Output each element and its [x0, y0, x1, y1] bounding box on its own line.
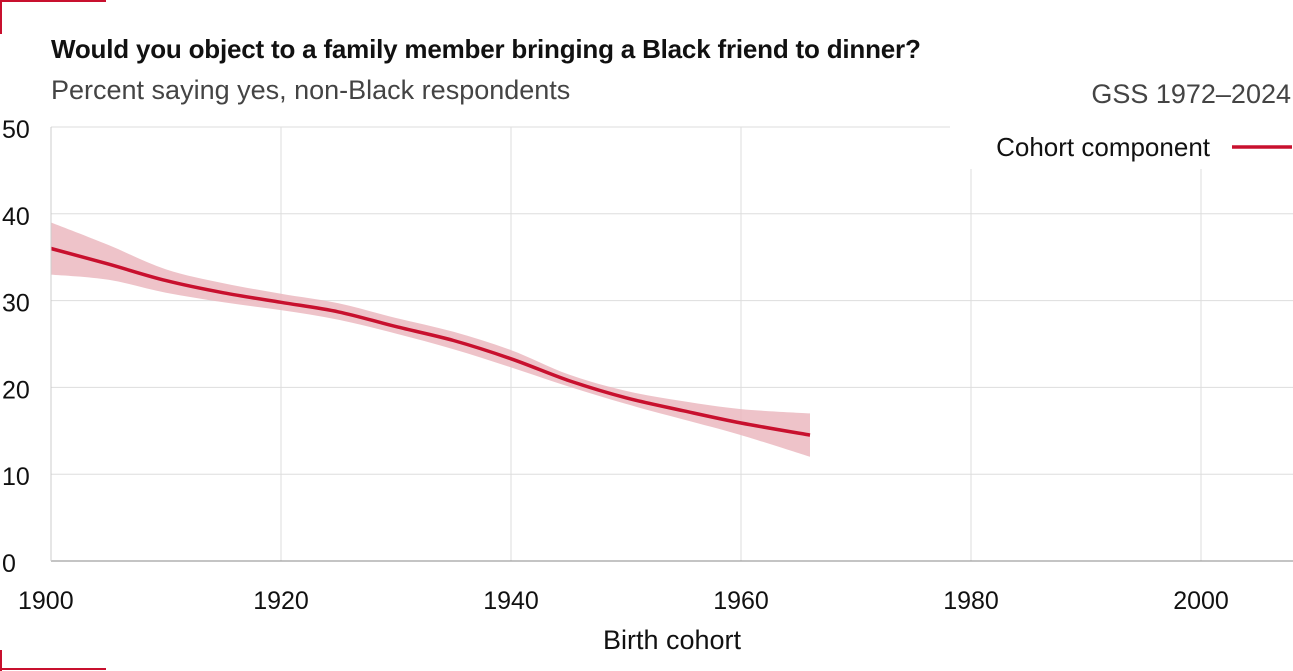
- y-tick-label-10: 10: [2, 463, 30, 491]
- x-tick-label-1920: 1920: [253, 587, 309, 615]
- series-line-0: [50, 246, 811, 437]
- source-note: GSS 1972–2024: [1091, 79, 1291, 109]
- x-axis-label: Birth cohort: [603, 625, 742, 655]
- corner-mark-bottom-horizontal: [0, 668, 106, 670]
- y-tick-label-40: 40: [2, 203, 30, 231]
- chart-subtitle: Percent saying yes, non-Black respondent…: [51, 75, 571, 105]
- confidence-bands: [51, 222, 810, 457]
- corner-mark-top-vertical: [0, 0, 2, 34]
- y-tick-label-50: 50: [2, 116, 30, 144]
- legend-label-0: Cohort component: [996, 132, 1211, 162]
- confidence-band-0: [51, 222, 810, 457]
- y-tick-label-20: 20: [2, 376, 30, 404]
- corner-mark-top-horizontal: [0, 0, 106, 2]
- x-tick-label-1980: 1980: [943, 587, 999, 615]
- x-tick-label-2000: 2000: [1173, 587, 1229, 615]
- y-tick-label-0: 0: [2, 550, 16, 578]
- x-tick-label-1900: 1900: [18, 587, 74, 615]
- series-lines: [50, 246, 811, 437]
- legend: Cohort component: [950, 123, 1293, 169]
- x-tick-label-1940: 1940: [483, 587, 539, 615]
- y-tick-label-30: 30: [2, 290, 30, 318]
- chart-title: Would you object to a family member brin…: [51, 34, 921, 64]
- grid-lines: [50, 126, 1293, 561]
- axes: 0 10 20 30 40 50 1900 1920 1940 1960 1980 2000 Birth…: [2, 116, 1293, 655]
- corner-mark-bottom-vertical: [0, 650, 2, 671]
- x-tick-label-1960: 1960: [713, 587, 769, 615]
